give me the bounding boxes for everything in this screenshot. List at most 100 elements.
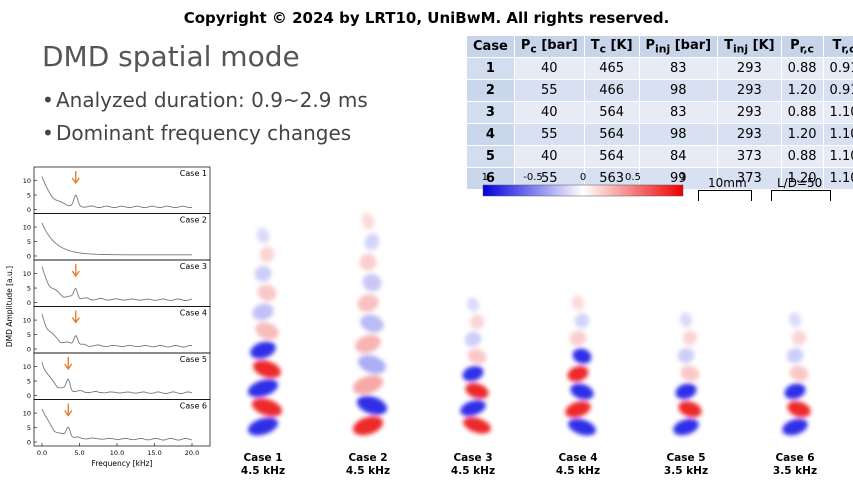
table-cell: 98 [639, 79, 719, 102]
mode-structure [574, 313, 590, 329]
mode-structure [571, 295, 585, 311]
mode-structure [254, 265, 272, 282]
y-tick-label: 5 [27, 424, 31, 432]
mode-frequency-label: 4.5 kHz [345, 465, 391, 477]
mode-frequency-label: 3.5 kHz [663, 465, 709, 477]
mode-structure [787, 401, 811, 418]
bullet-item: • Dominant frequency changes [42, 121, 352, 145]
y-tick-label: 0 [27, 299, 31, 307]
y-tick-label: 0 [27, 206, 31, 214]
table-cell: 40 [514, 145, 585, 168]
mode-structure [467, 348, 487, 364]
bullet-text: Dominant frequency changes [56, 121, 352, 145]
y-tick-label: 5 [27, 378, 31, 386]
table-cell: 293 [717, 79, 782, 102]
table-cell: 83 [639, 101, 719, 124]
y-tick-label: 0 [27, 439, 31, 447]
col-header-pinj: Pinj [bar] [639, 36, 719, 58]
mode-structure [464, 331, 482, 347]
mode-structure [247, 417, 279, 436]
spectrum-panel-label: Case 1 [180, 169, 207, 178]
col-header-trc: Tr,c [823, 36, 853, 58]
y-tick-label: 10 [23, 317, 31, 325]
table-cell: 1.10 [823, 167, 853, 189]
mode-structure [463, 417, 491, 434]
case-table: Case Pc [bar] Tc [K] Pinj [bar] Tinj [K]… [467, 36, 853, 189]
peak-arrow-head [64, 410, 73, 417]
table-cell: 293 [717, 57, 782, 80]
mode-case-label: Case 2 [348, 452, 388, 464]
mode-structure [679, 312, 693, 328]
table-cell: 0.91 [823, 57, 853, 80]
x-tick-label: 15.0 [147, 449, 161, 457]
table-cell: 40 [514, 101, 585, 124]
spectrum-curve [41, 266, 193, 301]
mode-structure [570, 383, 594, 400]
mode-structure [567, 366, 589, 382]
y-tick-label: 10 [23, 363, 31, 371]
mode-structure [678, 401, 702, 418]
spectrum-curve [41, 222, 192, 256]
y-tick-label: 10 [23, 224, 31, 232]
mode-case-label: Case 6 [775, 452, 815, 464]
table-cell: 0.88 [781, 57, 824, 80]
table-cell: 563 [584, 167, 640, 189]
y-tick-label: 5 [27, 238, 31, 246]
mode-structure [250, 341, 276, 359]
mode-structure [462, 365, 484, 382]
spectrum-curve [41, 176, 193, 209]
y-tick-label: 5 [27, 285, 31, 293]
table-cell: 1.20 [781, 123, 824, 146]
mode-case-label: Case 4 [558, 452, 598, 464]
y-tick-label: 0 [27, 346, 31, 354]
table-cell: 55 [514, 79, 585, 102]
mode-caption: Case 4 4.5 kHz [533, 452, 623, 478]
table-cell: 373 [717, 167, 782, 189]
mode-structure [360, 314, 384, 333]
mode-structure [677, 348, 695, 364]
table-cell: 373 [717, 145, 782, 168]
mode-structure [357, 294, 379, 312]
mode-case-label: Case 3 [453, 452, 493, 464]
mode-frequency-label: 4.5 kHz [240, 465, 286, 477]
mode-structure [364, 233, 380, 251]
table-cell: 564 [584, 145, 640, 168]
spectrum-curve [41, 362, 193, 394]
mode-structure [469, 314, 485, 330]
mode-frequency-label: 3.5 kHz [772, 465, 818, 477]
spectrum-panel-frame [33, 399, 211, 447]
mode-structure [789, 365, 809, 382]
mode-structure [358, 355, 386, 374]
scale-line [698, 190, 752, 201]
col-header-prc: Pr,c [781, 36, 824, 58]
table-cell: 1.20 [781, 79, 824, 102]
mode-structure [673, 418, 699, 436]
y-tick-label: 0 [27, 253, 31, 261]
table-cell: 564 [584, 123, 640, 146]
table-cell: 1.10 [823, 123, 853, 146]
mode-frequency-label: 4.5 kHz [555, 465, 601, 477]
colorbar-tick-label: 1 [680, 172, 686, 183]
col-header-pc: Pc [bar] [514, 36, 585, 58]
mode-structure [257, 284, 277, 302]
bullet-item: • Analyzed duration: 0.9~2.9 ms [42, 88, 368, 112]
case-number-cell: 5 [467, 145, 515, 168]
table-cell: 1.10 [823, 101, 853, 124]
table-cell: 466 [584, 79, 640, 102]
colorbar-tick-label: -1 [482, 172, 488, 183]
bullet-text: Analyzed duration: 0.9~2.9 ms [56, 88, 368, 112]
mode-structure [259, 246, 275, 263]
spectrum-panel-label: Case 6 [180, 402, 207, 411]
mode-caption: Case 3 4.5 kHz [428, 452, 518, 478]
mode-caption: Case 1 4.5 kHz [218, 452, 308, 478]
mode-structure [466, 297, 480, 312]
colorbar-gradient [482, 184, 684, 197]
mode-structure [352, 416, 384, 436]
col-header-tinj: Tinj [K] [717, 36, 782, 58]
mode-structure [572, 348, 592, 364]
table-cell: 0.88 [781, 101, 824, 124]
case-number-cell: 6 [467, 167, 515, 189]
